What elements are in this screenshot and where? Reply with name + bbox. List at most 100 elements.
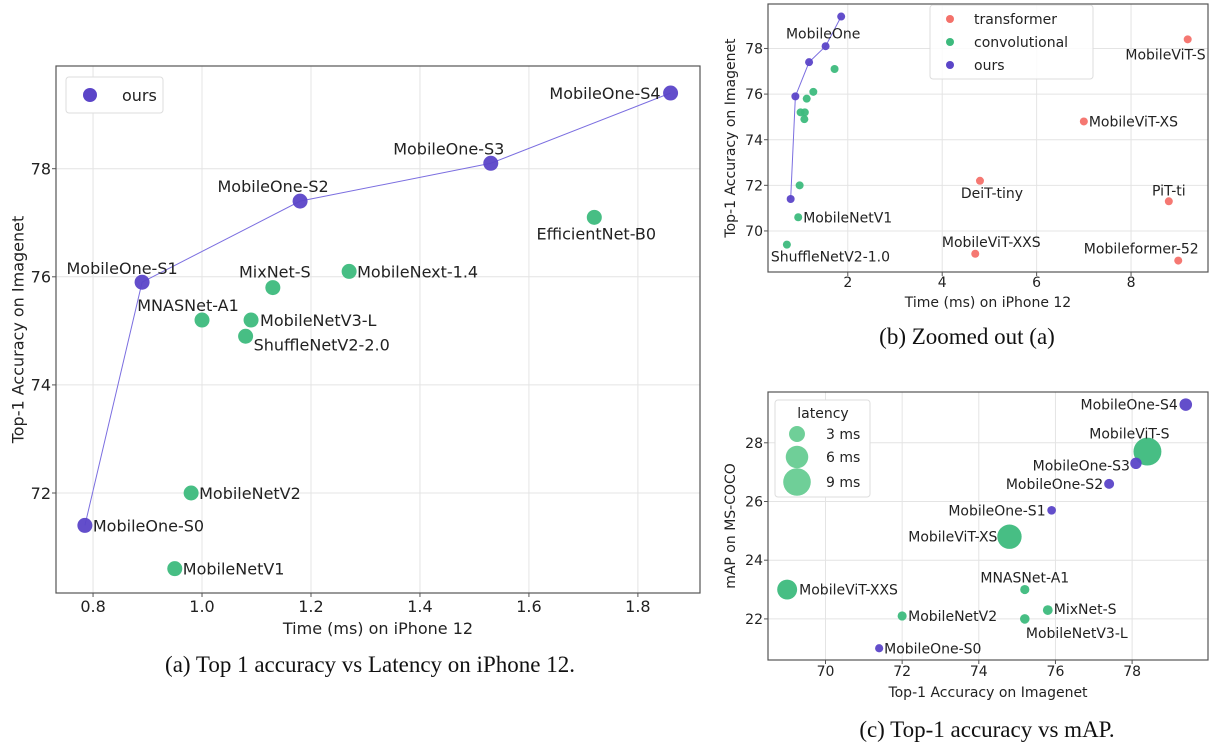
- legend-label-convolutional: convolutional: [974, 35, 1068, 51]
- point-efficientnet-b0: [830, 65, 839, 74]
- x-tick-label: 72: [893, 664, 911, 680]
- caption-b: (b) Zoomed out (a): [879, 324, 1055, 349]
- label-mobilenetv2: MobileNetV2: [908, 609, 997, 625]
- y-tick-label: 78: [31, 159, 51, 178]
- point-mobilenetv2: [795, 181, 804, 190]
- chart-accuracy-vs-map: 70 72 74 76 78 22 24 26 28 Top-1 Accuracy on Imag…: [723, 391, 1209, 701]
- label-pit-ti: PiT-ti: [1152, 183, 1186, 199]
- label-mobileone-s4: MobileOne-S4: [1080, 398, 1177, 414]
- caption-a: (a) Top 1 accuracy vs Latency on iPhone …: [165, 652, 575, 677]
- y-tick-label: 26: [745, 495, 763, 511]
- y-tick-label: 74: [31, 376, 51, 395]
- legend-marker-6-ms: [785, 445, 809, 469]
- y-axis-label: Top-1 Accuracy on Imagenet: [9, 216, 28, 445]
- label-mixnet-s: MixNet-S: [1054, 602, 1117, 618]
- x-tick-label: 4: [938, 275, 947, 291]
- plot-frame: [55, 65, 701, 594]
- x-axis-label: Time (ms) on iPhone 12: [282, 619, 473, 638]
- label-mobileone-s0: MobileOne-S0: [884, 641, 981, 657]
- label-mobileone-s2: MobileOne-S2: [1006, 477, 1103, 493]
- point-mobileone-s3: [483, 155, 499, 171]
- y-tick-label: 28: [745, 436, 763, 452]
- x-tick-label: 2: [843, 275, 852, 291]
- point-shufflenetv2-1-0: [782, 240, 791, 249]
- x-tick-label: 76: [1047, 664, 1065, 680]
- label-mobilevit-xs: MobileViT-XS: [908, 530, 997, 546]
- legend-marker-3-ms: [789, 426, 805, 442]
- label-mobileone-s1: MobileOne-S1: [66, 259, 177, 278]
- x-tick-label: 70: [817, 664, 835, 680]
- legend-marker-transformer: [946, 15, 954, 23]
- legend: transformer convolutional ours: [929, 4, 1094, 80]
- point-mobileformer-52: [1174, 256, 1183, 265]
- x-tick-label: 1.6: [516, 597, 541, 616]
- y-tick-label: 22: [745, 612, 763, 628]
- point-mobileone-s1: [134, 274, 150, 290]
- point-mobilevit-xxs: [777, 579, 798, 600]
- ours-pareto-line: [790, 16, 842, 200]
- x-tick-label: 0.8: [80, 597, 105, 616]
- label-mobilenetv3-l: MobileNetV3-L: [260, 311, 376, 330]
- point-mobileone-s2: [805, 58, 814, 67]
- label-mobilenext-1-4: MobileNext-1.4: [357, 262, 478, 281]
- point-mobilevit-s: [1133, 437, 1162, 466]
- legend-marker-ours: [946, 61, 954, 69]
- point-mobileone-s0: [875, 644, 884, 653]
- label-mobilevit-s: MobileViT-S: [1089, 427, 1169, 443]
- label-mnasnet-a1: MNASNet-A1: [980, 571, 1069, 587]
- point-mobilevit-xs: [1079, 117, 1088, 126]
- point-shufflenetv2-2-0: [800, 115, 809, 124]
- y-axis-label: Top-1 Accuracy on Imagenet: [723, 38, 739, 239]
- point-mobileone-s2: [1104, 478, 1115, 489]
- point-mixnet-s: [802, 94, 811, 103]
- x-tick-label: 78: [1123, 664, 1141, 680]
- y-axis-label: mAP on MS-COCO: [723, 463, 739, 589]
- plot-frame: [767, 391, 1209, 661]
- y-tick-label: 74: [745, 133, 763, 149]
- label-mobileone-s1: MobileOne-S1: [948, 503, 1045, 519]
- point-mobilenetv2: [897, 611, 907, 621]
- point-mobileone-s1: [791, 92, 800, 101]
- point-mobilenext-1-4: [341, 263, 357, 279]
- point-mixnet-s: [1042, 605, 1053, 615]
- plot-frame: [767, 3, 1209, 273]
- y-tick-label: 70: [745, 224, 763, 240]
- legend-marker-9-ms: [783, 468, 811, 496]
- legend-label-ours: ours: [122, 86, 157, 105]
- point-mobilenetv3-l: [243, 312, 259, 328]
- label-efficientnet-b0: EfficientNet-B0: [537, 224, 657, 243]
- x-tick-label: 1.4: [407, 597, 432, 616]
- x-tick-label: 6: [1032, 275, 1041, 291]
- label-mobilenetv3-l: MobileNetV3-L: [1026, 626, 1128, 642]
- y-tick-label: 72: [745, 178, 763, 194]
- point-mobilenext-1-4: [809, 87, 818, 96]
- x-axis-label: Top-1 Accuracy on Imagenet: [887, 685, 1088, 701]
- x-axis-label: Time (ms) on iPhone 12: [904, 295, 1071, 311]
- point-mobileone-s4: [663, 85, 679, 101]
- y-tick-label: 72: [31, 484, 51, 503]
- legend-label-transformer: transformer: [974, 12, 1057, 28]
- label-shufflenetv2-2-0: ShuffleNetV2-2.0: [254, 335, 390, 354]
- label-mobilenetv2: MobileNetV2: [199, 484, 301, 503]
- legend-label-9-ms: 9 ms: [826, 475, 860, 491]
- point-efficientnet-b0: [586, 209, 602, 225]
- label-deit-tiny: DeiT-tiny: [961, 186, 1023, 202]
- point-mobileone-s1: [1047, 505, 1056, 515]
- point-mobileone-s3: [1130, 457, 1142, 470]
- y-tick-label: 76: [745, 87, 763, 103]
- legend-marker-ours: [83, 88, 97, 102]
- x-tick-label: 8: [1127, 275, 1136, 291]
- y-tick-label: 24: [745, 553, 763, 569]
- y-tick-label: 78: [745, 42, 763, 58]
- point-deit-tiny: [975, 176, 984, 185]
- point-mobileone-s4: [1179, 398, 1193, 411]
- point-mobileone-s0: [786, 195, 795, 204]
- x-tick-label: 74: [970, 664, 988, 680]
- legend-frame: [65, 76, 164, 114]
- caption-c: (c) Top-1 accuracy vs mAP.: [859, 717, 1114, 742]
- legend: latency 3 ms 6 ms 9 ms: [774, 399, 871, 498]
- label-mobilevit-s: MobileViT-S: [1125, 47, 1205, 63]
- point-mixnet-s: [265, 280, 281, 296]
- label-mixnet-s: MixNet-S: [239, 263, 311, 282]
- point-mobilenetv3-l: [800, 108, 809, 117]
